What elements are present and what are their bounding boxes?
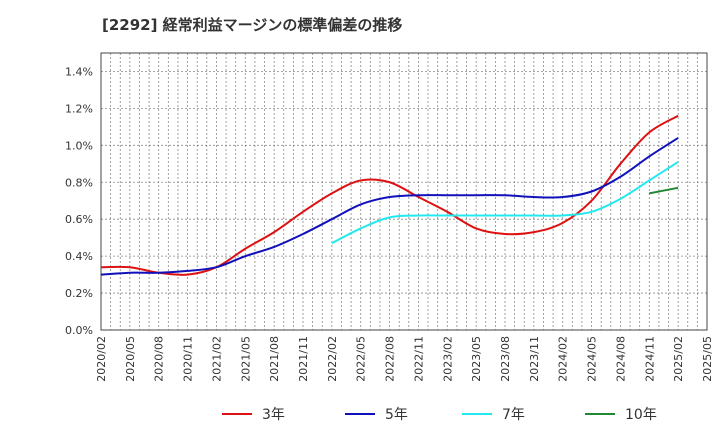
x-tick-label: 2022/08 — [384, 336, 397, 382]
legend: 3年 5年 7年 10年 — [222, 407, 657, 423]
series-lines — [100, 114, 679, 276]
y-tick-label: 0.4% — [65, 250, 93, 263]
x-tick-label: 2024/02 — [557, 336, 570, 382]
legend-label: 3年 — [262, 407, 285, 423]
grid-lines — [101, 53, 707, 330]
x-tick-label: 2023/02 — [441, 336, 454, 382]
chart-title: [2292] 経常利益マージンの標準偏差の推移 — [102, 16, 403, 34]
legend-label: 5年 — [385, 407, 408, 423]
y-tick-label: 0.6% — [65, 213, 93, 226]
x-tick-label: 2020/08 — [153, 336, 166, 382]
x-tick-label: 2020/02 — [95, 336, 108, 382]
x-tick-label: 2021/02 — [210, 336, 223, 382]
x-tick-label: 2025/02 — [672, 336, 685, 382]
x-tick-label: 2024/08 — [614, 336, 627, 382]
x-axis-tick-labels: 2020/02 2020/05 2020/08 2020/11 2021/02 2021/… — [95, 336, 714, 382]
x-tick-label: 2024/11 — [643, 336, 656, 382]
plot-area — [100, 52, 708, 331]
y-tick-label: 0.0% — [65, 324, 93, 337]
x-tick-label: 2022/05 — [355, 336, 368, 382]
x-tick-label: 2021/08 — [268, 336, 281, 382]
series-line-3 — [649, 186, 679, 195]
legend-label: 10年 — [625, 407, 657, 423]
x-tick-label: 2022/11 — [412, 336, 425, 382]
x-tick-label: 2023/05 — [470, 336, 483, 382]
x-tick-label: 2020/05 — [124, 336, 137, 382]
x-tick-label: 2024/05 — [586, 336, 599, 382]
y-tick-label: 1.4% — [65, 65, 93, 78]
x-tick-label: 2021/11 — [297, 336, 310, 382]
series-line-0 — [100, 114, 679, 276]
y-tick-label: 1.2% — [65, 102, 93, 115]
y-axis-tick-labels: 0.0% 0.2% 0.4% 0.6% 0.8% 1.0% 1.2% 1.4% — [65, 65, 93, 337]
series-line-1 — [100, 137, 679, 276]
legend-label: 7年 — [502, 407, 525, 423]
series-line-2 — [331, 161, 679, 245]
y-tick-label: 0.8% — [65, 176, 93, 189]
y-tick-label: 0.2% — [65, 287, 93, 300]
x-tick-label: 2021/05 — [239, 336, 252, 382]
y-tick-label: 1.0% — [65, 139, 93, 152]
x-tick-label: 2020/11 — [182, 336, 195, 382]
x-tick-label: 2025/05 — [701, 336, 714, 382]
x-tick-label: 2022/02 — [326, 336, 339, 382]
x-tick-label: 2023/08 — [499, 336, 512, 382]
x-tick-label: 2023/11 — [528, 336, 541, 382]
